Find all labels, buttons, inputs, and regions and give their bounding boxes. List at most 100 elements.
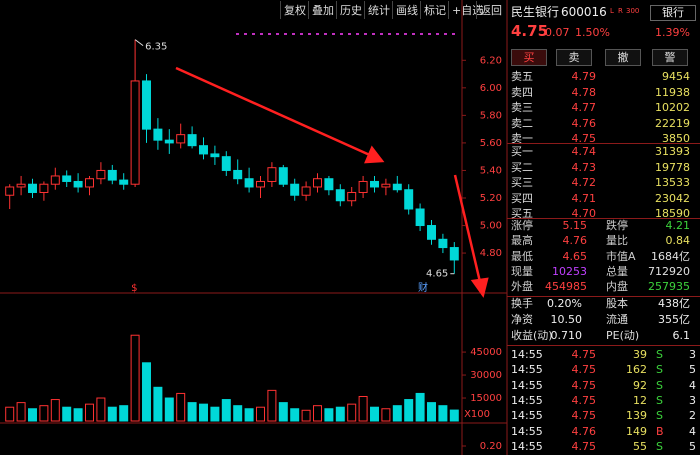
- trade-price: 4.76: [571, 424, 597, 438]
- candle-body: [119, 179, 129, 185]
- stat-value: 4.76: [562, 234, 588, 248]
- ask-volume: 3850: [662, 132, 690, 145]
- fund-value: 0.20%: [547, 297, 582, 310]
- toolbar-button[interactable]: +自选: [448, 1, 486, 19]
- candle-body: [313, 178, 322, 188]
- candle-body: [153, 128, 163, 141]
- trade-time: 14:55: [511, 378, 543, 392]
- stock-code: 600016: [561, 5, 607, 19]
- volume-bar: [142, 362, 151, 422]
- trade-volume: 55: [633, 439, 647, 453]
- badge: R: [618, 7, 623, 15]
- annotation-leader: [134, 39, 144, 47]
- high-annotation: 6.35: [145, 42, 167, 53]
- stat-value: 5.15: [562, 219, 588, 232]
- candle-body: [267, 167, 277, 182]
- volume-bar: [449, 409, 459, 422]
- y-tick-label: 15000: [470, 393, 502, 404]
- ask-label: 卖四: [511, 85, 533, 99]
- toolbar-button[interactable]: 叠加: [308, 1, 337, 19]
- stat-value: 454985: [545, 280, 587, 294]
- action-button[interactable]: 卖: [556, 49, 592, 66]
- ask-price: 4.78: [571, 85, 597, 99]
- bid-label: 买三: [511, 176, 533, 189]
- volume-unit: X100: [464, 409, 490, 420]
- volume-bar: [130, 334, 140, 422]
- action-button[interactable]: 买: [511, 49, 547, 66]
- candle-body: [187, 134, 197, 147]
- ask-label: 卖三: [511, 101, 533, 114]
- bid-volume: 19778: [655, 160, 690, 174]
- candle-body: [301, 186, 311, 196]
- bid-price: 4.71: [571, 191, 597, 205]
- bid-label: 买二: [511, 160, 533, 174]
- candle-body: [96, 169, 106, 180]
- trade-time: 14:55: [511, 393, 543, 407]
- candle-body: [85, 178, 94, 188]
- volume-bar: [313, 405, 322, 422]
- bid-volume: 18590: [655, 207, 690, 220]
- action-button[interactable]: 撤: [605, 49, 641, 66]
- fund-value: 355亿: [658, 313, 690, 326]
- volume-bar: [244, 408, 254, 422]
- trade-time: 14:55: [511, 363, 543, 377]
- volume-bar: [96, 397, 106, 422]
- y-tick-label: 30000: [470, 370, 502, 381]
- action-button[interactable]: 警: [652, 49, 688, 66]
- toolbar-button[interactable]: 返回: [476, 1, 505, 19]
- candle-body: [324, 178, 334, 191]
- stat-value: 4.21: [665, 219, 691, 232]
- ask-price: 4.75: [571, 132, 597, 145]
- volume-bar: [73, 408, 83, 422]
- candle-body: [199, 145, 208, 155]
- bid-volume: 13533: [655, 176, 690, 189]
- ask-label: 卖五: [511, 70, 533, 83]
- candle-body: [404, 189, 414, 210]
- volume-bar: [5, 406, 15, 422]
- toolbar-button[interactable]: 历史: [336, 1, 365, 19]
- stat-value: 1684亿: [651, 249, 690, 263]
- event-marker: $: [131, 283, 137, 294]
- fund-value: 0.710: [550, 329, 583, 342]
- stat-value: 257935: [648, 280, 690, 294]
- volume-bar: [370, 406, 379, 422]
- toolbar-button[interactable]: 统计: [364, 1, 393, 19]
- volume-bar: [164, 397, 174, 422]
- trade-side: S: [656, 363, 663, 377]
- candle-body: [16, 183, 26, 188]
- stat-label: 最高: [511, 234, 533, 248]
- toolbar-button[interactable]: 复权: [280, 1, 309, 19]
- trade-volume: 39: [633, 348, 647, 361]
- volume-bar: [278, 402, 288, 422]
- toolbar-button[interactable]: 标记: [420, 1, 449, 19]
- ask-price: 4.77: [571, 101, 597, 114]
- trade-volume: 162: [626, 363, 647, 377]
- fund-value: 6.1: [672, 329, 691, 342]
- candle-body: [107, 169, 117, 181]
- stat-value: 10253: [552, 264, 587, 278]
- candle-body: [381, 183, 391, 188]
- bid-price: 4.72: [571, 176, 597, 189]
- bid-label: 买四: [511, 191, 533, 205]
- candle-body: [221, 156, 231, 171]
- ask-volume: 22219: [655, 116, 690, 130]
- trade-price: 4.75: [571, 363, 597, 377]
- toolbar-button[interactable]: 画线: [392, 1, 421, 19]
- y-tick-label: 5.80: [480, 110, 502, 121]
- fund-label: 净资: [511, 313, 533, 326]
- trade-price: 4.75: [571, 348, 597, 361]
- trade-count: 5: [689, 439, 696, 453]
- fund-label: 股本: [606, 297, 628, 310]
- sector-change: 1.39%: [655, 26, 690, 39]
- trade-count: 2: [689, 409, 696, 423]
- volume-bar: [119, 405, 129, 422]
- volume-bar: [415, 392, 425, 422]
- trade-side: S: [656, 348, 663, 361]
- trade-price: 4.75: [571, 378, 597, 392]
- fund-value: 10.50: [550, 313, 583, 326]
- stat-label: 跌停: [606, 219, 628, 232]
- volume-bar: [392, 405, 402, 422]
- trade-volume: 92: [633, 378, 647, 392]
